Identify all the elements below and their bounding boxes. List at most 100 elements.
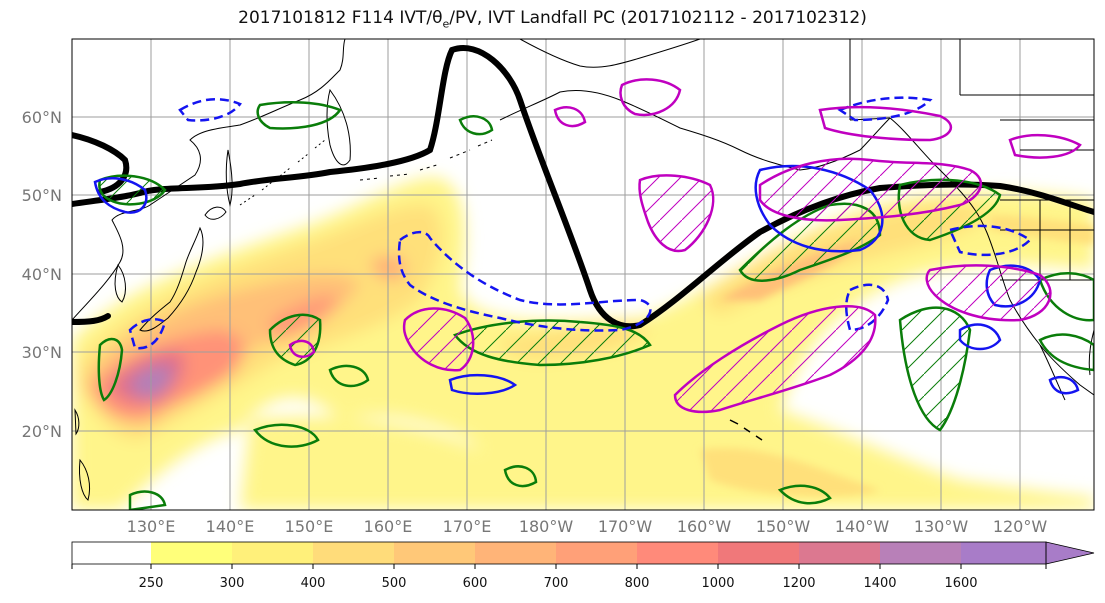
- colorbar-label-1200: 1200: [782, 576, 815, 591]
- colorbar-segment: [313, 542, 394, 564]
- green-region-nw: [98, 174, 167, 206]
- title-theta: θ: [432, 8, 443, 28]
- colorbar-segment: [799, 542, 880, 564]
- lat-label-50: 50°N: [22, 186, 62, 205]
- lon-label-180w: 180°W: [519, 517, 574, 536]
- green-region-south: [253, 423, 320, 448]
- magenta-region-small1: [288, 339, 316, 358]
- blue-solid-nw: [93, 177, 148, 214]
- blue-dashed-central: [397, 230, 652, 332]
- plot-frame: [71, 38, 1095, 511]
- hokkaido: [204, 206, 227, 220]
- colorbar-label-1000: 1000: [701, 576, 734, 591]
- magenta-region-east: [673, 305, 877, 414]
- lon-label-150e: 150°E: [285, 517, 334, 536]
- lon-label-130w: 130°W: [914, 517, 969, 536]
- map-area: [72, 39, 1094, 510]
- magenta-region-mid: [402, 307, 475, 372]
- colorbar-label-1600: 1600: [944, 576, 977, 591]
- mexico: [1088, 329, 1094, 376]
- magenta-region-ne: [758, 157, 982, 222]
- colorbar-labels: 250 300 400 500 600 700 800 1000 1200 14…: [139, 576, 978, 591]
- green-region-alaska: [256, 101, 342, 130]
- alaska-north: [519, 39, 701, 68]
- magenta-region-coast: [925, 264, 1052, 322]
- sakhalin: [225, 149, 233, 207]
- blue-solid-south: [958, 323, 1002, 351]
- latitude-labels: 20°N 30°N 40°N 50°N 60°N: [22, 108, 62, 441]
- pv-contour-line-south: [72, 313, 111, 325]
- green-region-small2: [503, 465, 538, 488]
- lon-label-160e: 160°E: [364, 517, 413, 536]
- colorbar-segment: [151, 542, 232, 564]
- magenta-region-small3: [1008, 133, 1082, 159]
- magenta-region-alaska: [619, 78, 682, 117]
- blue-dashed-north: [178, 98, 242, 122]
- lon-label-170w: 170°W: [598, 517, 653, 536]
- ivt-layer-south: [240, 416, 580, 510]
- green-region-small1: [328, 364, 370, 388]
- colorbar-segment: [475, 542, 556, 564]
- korea: [114, 263, 126, 303]
- lon-label-120w: 120°W: [993, 517, 1048, 536]
- colorbar-label-300: 300: [220, 576, 245, 591]
- kamchatka: [326, 88, 351, 166]
- taiwan: [74, 408, 80, 436]
- colorbar-segment: [718, 542, 799, 564]
- colorbar-segment: [556, 542, 637, 564]
- lat-label-40: 40°N: [22, 265, 62, 284]
- colorbar-segment: [880, 542, 961, 564]
- magenta-contours: [288, 78, 1082, 414]
- blue-dashed-ne: [837, 96, 933, 122]
- colorbar-segment: [72, 542, 151, 564]
- lon-label-140e: 140°E: [206, 517, 255, 536]
- colorbar-ticks: [71, 564, 1047, 569]
- title-prefix: 2017101812 F114 IVT/: [238, 8, 433, 28]
- green-region-w: [1038, 272, 1094, 322]
- green-region-small3: [128, 490, 167, 510]
- japan: [139, 226, 204, 332]
- colorbar-label-1400: 1400: [863, 576, 896, 591]
- green-region-southeast: [898, 306, 972, 432]
- lat-label-30: 30°N: [22, 343, 62, 362]
- asia-coast: [72, 39, 346, 321]
- colorbar-label-600: 600: [463, 576, 488, 591]
- lat-label-20: 20°N: [22, 422, 62, 441]
- blue-solid-mid: [448, 373, 518, 395]
- chart-title: 2017101812 F114 IVT/θe/PV, IVT Landfall …: [0, 8, 1105, 30]
- kuril-islands: [239, 139, 326, 206]
- colorbar-label-700: 700: [544, 576, 569, 591]
- colorbar-label-800: 800: [625, 576, 650, 591]
- baja: [1039, 344, 1066, 401]
- colorbar-frame: [71, 541, 1047, 565]
- colorbar: 250 300 400 500 600 700 800 1000 1200 14…: [71, 541, 1095, 591]
- colorbar-extend-arrow: [1045, 541, 1095, 565]
- green-region-nc: [458, 115, 494, 136]
- magenta-region-north: [638, 174, 715, 253]
- green-region-japan: [97, 337, 124, 402]
- hawaii: [729, 419, 763, 441]
- lon-label-140w: 140°W: [835, 517, 890, 536]
- philippines: [79, 458, 91, 501]
- magenta-region-far-ne: [818, 105, 953, 142]
- colorbar-label-250: 250: [139, 576, 164, 591]
- lon-label-170e: 170°E: [443, 517, 492, 536]
- alaska-coast: [499, 89, 891, 171]
- magenta-region-small2: [553, 106, 587, 128]
- colorbar-label-500: 500: [382, 576, 407, 591]
- longitude-labels: 130°E 140°E 150°E 160°E 170°E 180°W 170°…: [127, 517, 1048, 536]
- colorbar-segment: [637, 542, 718, 564]
- colorbar-segment: [232, 542, 313, 564]
- lat-label-60: 60°N: [22, 108, 62, 127]
- title-theta-sub: e: [442, 17, 450, 31]
- blue-solid-small: [1048, 376, 1080, 395]
- title-suffix: /PV, IVT Landfall PC (2017102112 - 20171…: [449, 8, 867, 28]
- green-region-coast: [1038, 333, 1094, 372]
- colorbar-segment: [961, 542, 1046, 564]
- colorbar-segments: [72, 542, 1046, 564]
- lon-label-160w: 160°W: [677, 517, 732, 536]
- green-region-hawaii: [777, 484, 832, 505]
- colorbar-label-400: 400: [301, 576, 326, 591]
- colorbar-segment: [394, 542, 475, 564]
